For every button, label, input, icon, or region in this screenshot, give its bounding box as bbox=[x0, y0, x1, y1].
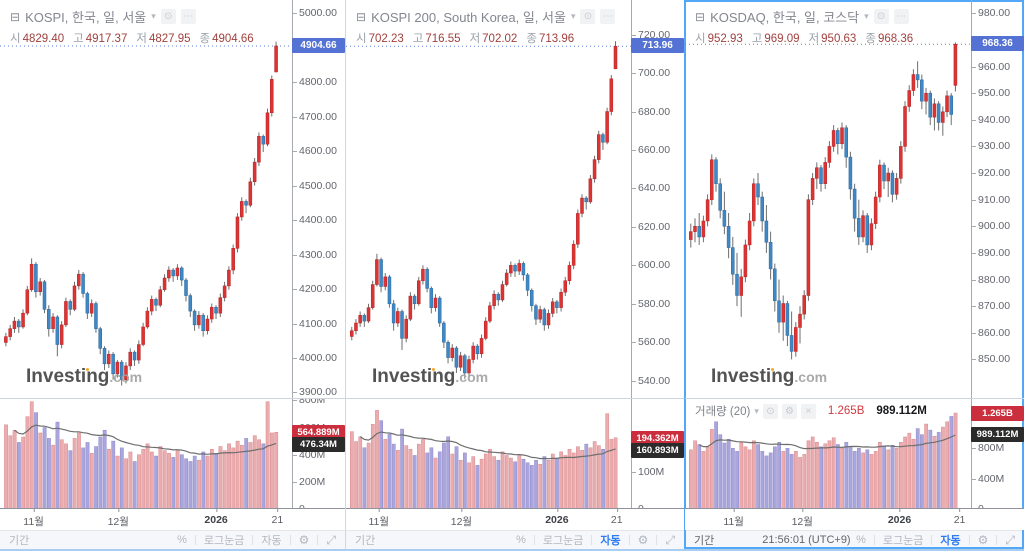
settings-gear-icon[interactable]: ⚙ bbox=[298, 533, 310, 547]
volume-axis[interactable]: 800M600M400M200M0 bbox=[292, 399, 345, 508]
chart-bottom-toolbar: 기간 % 로그눈금 자동 ⚙ ⤢ bbox=[0, 530, 345, 549]
high-value: 716.55 bbox=[425, 33, 461, 45]
more-icon[interactable]: ⋯ bbox=[893, 9, 909, 24]
eye-icon[interactable]: ⊙ bbox=[160, 9, 176, 24]
time-axis[interactable]: 11월 12월 2026 21 bbox=[0, 508, 345, 530]
candlestick-plot[interactable] bbox=[685, 0, 971, 398]
percent-scale-button[interactable]: % bbox=[177, 534, 187, 546]
ohlc-row: 시 4829.40 고 4917.37 저 4827.95 종 4904.66 bbox=[10, 33, 254, 45]
caret-down-icon[interactable]: ▾ bbox=[151, 11, 156, 21]
caret-down-icon[interactable]: ▾ bbox=[570, 11, 576, 21]
eye-icon[interactable]: ⊙ bbox=[873, 9, 889, 24]
period-button[interactable]: 기간 bbox=[9, 535, 30, 547]
gear-icon[interactable]: ⚙ bbox=[781, 403, 797, 419]
period-button[interactable]: 기간 bbox=[694, 535, 715, 547]
last-price-badge: 968.36 bbox=[971, 36, 1024, 52]
high-value: 969.09 bbox=[764, 33, 800, 45]
settings-gear-icon[interactable]: ⚙ bbox=[637, 533, 649, 547]
candlestick-plot[interactable] bbox=[0, 0, 292, 398]
price-pane: 980.00970.00960.00950.00940.00930.00920.… bbox=[685, 0, 1024, 398]
volume-ma-badge: 476.34M bbox=[292, 437, 345, 453]
volume-pane: 800M400M0 거래량 (20) ▾ ⊙ ⚙ × 1.265B 989.11… bbox=[685, 398, 1024, 508]
close-value: 4904.66 bbox=[212, 33, 254, 45]
auto-scale-button[interactable]: 자동 bbox=[600, 535, 621, 547]
instrument-icon: ⊟ bbox=[10, 9, 21, 24]
volume-legend: 거래량 (20) ▾ ⊙ ⚙ × 1.265B 989.112M bbox=[695, 403, 927, 419]
volume-ma-badge: 989.112M bbox=[971, 426, 1024, 442]
volume-pane: 800M600M400M200M0 564.889M 476.34M bbox=[0, 398, 345, 508]
instrument-icon: ⊟ bbox=[695, 9, 706, 24]
eye-icon[interactable]: ⊙ bbox=[580, 9, 596, 24]
percent-scale-button[interactable]: % bbox=[516, 534, 526, 546]
volume-pane: 100M0 194.362M 160.893M bbox=[346, 398, 684, 508]
chart-bottom-toolbar: 기간 % 로그눈금 자동 ⚙ ⤢ bbox=[346, 530, 684, 549]
current-volume-value: 1.265B bbox=[827, 405, 865, 417]
price-axis[interactable]: 980.00970.00960.00950.00940.00930.00920.… bbox=[971, 0, 1024, 398]
investing-watermark: Investing.com bbox=[711, 366, 828, 387]
time-axis[interactable]: 11월 12월 2026 21 bbox=[346, 508, 684, 530]
volume-ma-badge: 160.893M bbox=[631, 443, 684, 458]
auto-scale-button[interactable]: 자동 bbox=[261, 535, 282, 547]
chart-panel-kospi: 5000.004900.004800.004700.004600.004500.… bbox=[0, 0, 345, 549]
fullscreen-icon[interactable]: ⤢ bbox=[1005, 532, 1015, 547]
eye-icon[interactable]: ⊙ bbox=[762, 403, 778, 419]
chart-legend: ⊟ KOSPI, 한국, 일, 서울 ▾ ⊙ ⋯ 시 4829.40 고 4917.… bbox=[10, 7, 254, 46]
caret-down-icon[interactable]: ▾ bbox=[864, 11, 869, 21]
close-value: 713.96 bbox=[538, 33, 575, 45]
candlestick-plot[interactable] bbox=[346, 0, 631, 398]
fullscreen-icon[interactable]: ⤢ bbox=[665, 532, 675, 547]
volume-axis[interactable]: 800M400M0 bbox=[971, 399, 1024, 508]
chart-title[interactable]: KOSPI, 한국, 일, 서울 bbox=[25, 10, 147, 25]
last-price-badge: 4904.66 bbox=[292, 37, 345, 53]
volume-ma-value: 989.112M bbox=[876, 405, 927, 417]
price-axis[interactable]: 720.00 700.00 680.00 660.00 640.00 620.00 600.… bbox=[631, 0, 684, 398]
chart-panel-kosdaq: 980.00970.00960.00950.00940.00930.00920.… bbox=[684, 0, 1024, 549]
volume-indicator-label[interactable]: 거래량 (20) bbox=[695, 406, 751, 418]
instrument-icon: ⊟ bbox=[356, 9, 367, 24]
server-time: 21:56:01 (UTC+9) bbox=[762, 534, 851, 546]
volume-plot[interactable] bbox=[346, 399, 631, 508]
chart-legend: ⊟ KOSDAQ, 한국, 일, 코스닥 ▾ ⊙ ⋯ 시 952.93 고 969.… bbox=[695, 7, 913, 46]
price-axis[interactable]: 5000.004900.004800.004700.004600.004500.… bbox=[292, 0, 345, 398]
close-icon[interactable]: × bbox=[800, 403, 816, 419]
high-value: 4917.37 bbox=[85, 33, 128, 45]
low-value: 4827.95 bbox=[148, 33, 191, 45]
log-scale-button[interactable]: 로그눈금 bbox=[882, 535, 924, 547]
low-value: 950.63 bbox=[821, 33, 857, 45]
open-value: 702.23 bbox=[368, 33, 404, 45]
volume-plot[interactable] bbox=[0, 399, 292, 508]
price-pane: 720.00 700.00 680.00 660.00 640.00 620.00 600.… bbox=[346, 0, 684, 398]
ohlc-row: 시 952.93 고 969.09 저 950.63 종 968.36 bbox=[695, 33, 914, 45]
auto-scale-button[interactable]: 자동 bbox=[940, 535, 961, 547]
ohlc-row: 시 702.23 고 716.55 저 702.02 종 713.96 bbox=[356, 33, 575, 45]
settings-gear-icon[interactable]: ⚙ bbox=[977, 533, 989, 547]
current-volume-badge: 1.265B bbox=[971, 406, 1024, 422]
price-pane: 5000.004900.004800.004700.004600.004500.… bbox=[0, 0, 345, 398]
investing-watermark: Investing.com bbox=[372, 366, 489, 387]
caret-down-icon[interactable]: ▾ bbox=[754, 405, 759, 416]
fullscreen-icon[interactable]: ⤢ bbox=[326, 532, 336, 547]
current-volume-badge: 564.889M bbox=[292, 425, 345, 441]
current-volume-badge: 194.362M bbox=[631, 430, 684, 446]
chart-title[interactable]: KOSDAQ, 한국, 일, 코스닥 bbox=[710, 10, 860, 25]
log-scale-button[interactable]: 로그눈금 bbox=[542, 535, 584, 547]
investing-watermark: Investing.com bbox=[26, 366, 143, 387]
chart-bottom-toolbar: 기간 21:56:01 (UTC+9) % 로그눈금 자동 ⚙ ⤢ bbox=[685, 530, 1024, 549]
log-scale-button[interactable]: 로그눈금 bbox=[203, 535, 245, 547]
last-price-badge: 713.96 bbox=[631, 38, 684, 54]
percent-scale-button[interactable]: % bbox=[856, 534, 866, 546]
chart-panel-kospi200: 720.00 700.00 680.00 660.00 640.00 620.00 600.… bbox=[345, 0, 684, 549]
open-value: 4829.40 bbox=[22, 33, 65, 45]
volume-plot[interactable] bbox=[685, 399, 971, 508]
close-value: 968.36 bbox=[877, 33, 914, 45]
open-value: 952.93 bbox=[707, 33, 743, 45]
time-axis[interactable]: 11월 12월 2026 21 bbox=[685, 508, 1024, 530]
period-button[interactable]: 기간 bbox=[355, 535, 376, 547]
low-value: 702.02 bbox=[482, 33, 518, 45]
more-icon[interactable]: ⋯ bbox=[600, 9, 616, 24]
more-icon[interactable]: ⋯ bbox=[180, 9, 196, 24]
chart-title[interactable]: KOSPI 200, South Korea, 일, 서울 bbox=[371, 10, 566, 25]
